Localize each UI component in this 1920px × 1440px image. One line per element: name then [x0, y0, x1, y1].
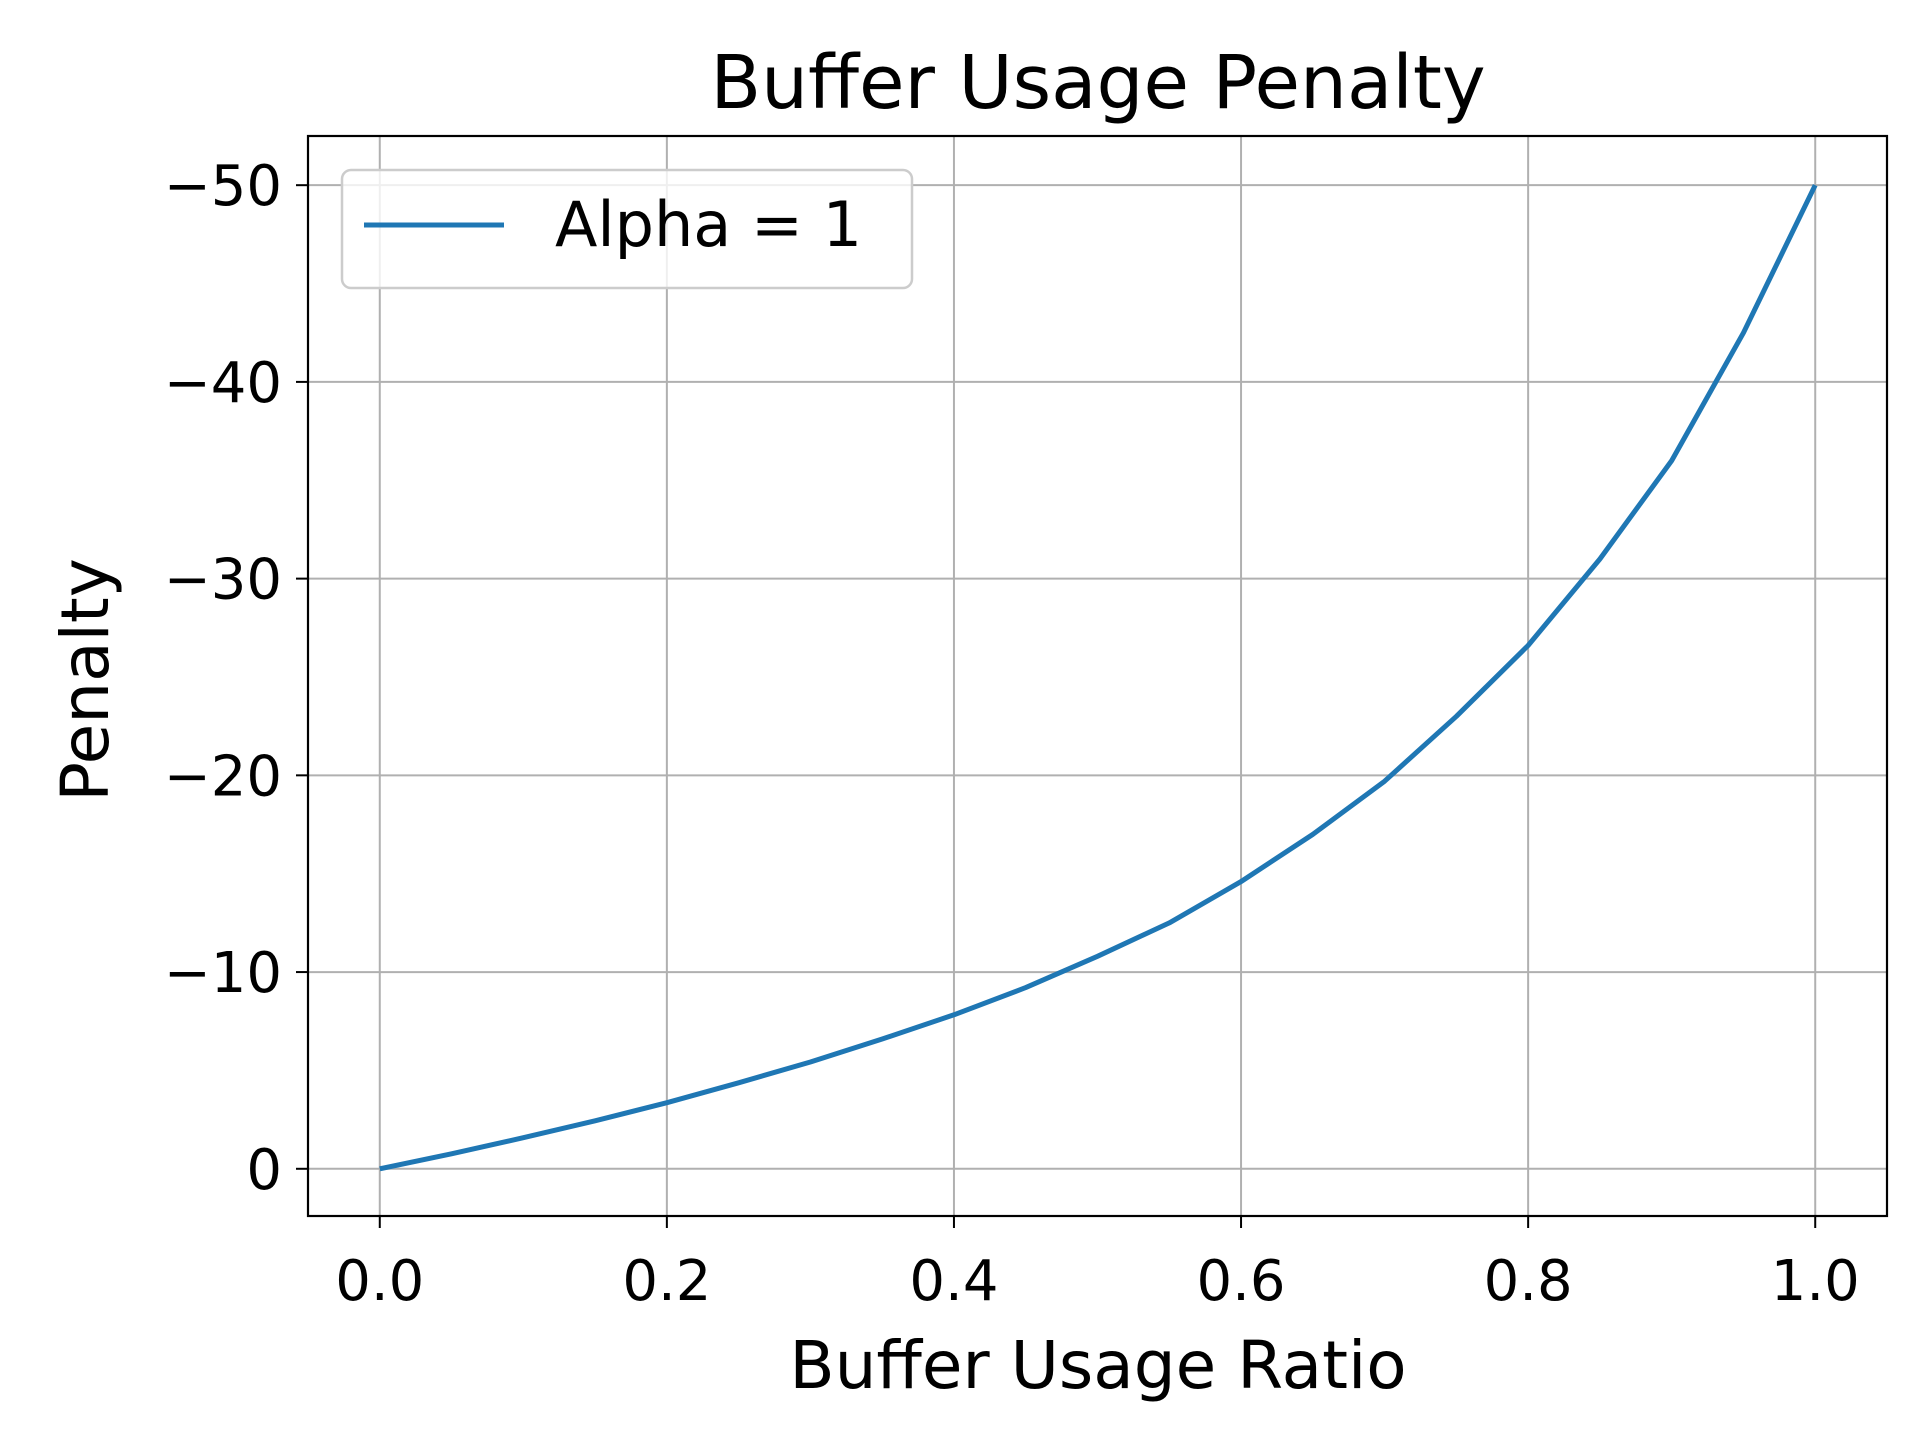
ticks: 0.0 0.2 0.4 0.6 0.8 1.0 0 −10 −20 −30 −40 −50 — [164, 154, 1860, 1314]
series-layer — [379, 184, 1818, 1172]
x-axis-label: Buffer Usage Ratio — [789, 1327, 1406, 1404]
x-tick-label: 0.8 — [1484, 1249, 1573, 1314]
x-tick-label: 0.2 — [622, 1249, 711, 1314]
chart-title: Buffer Usage Penalty — [710, 40, 1485, 126]
x-tick-label: 1.0 — [1771, 1249, 1860, 1314]
series-line-alpha-1 — [379, 184, 1818, 1172]
x-tick-label: 0.6 — [1197, 1249, 1286, 1314]
legend: Alpha = 1 — [340, 168, 914, 290]
legend-box — [340, 168, 914, 290]
y-axis-label: Penalty — [47, 558, 124, 802]
legend-entry-alpha-1: Alpha = 1 — [555, 188, 862, 261]
y-tick-label: −10 — [164, 941, 282, 1006]
y-tick-label: −50 — [164, 154, 282, 219]
plot-frame — [306, 134, 1889, 1218]
x-tick-label: 0.4 — [909, 1249, 998, 1314]
y-tick-label: 0 — [246, 1138, 282, 1203]
y-tick-label: −30 — [164, 548, 282, 613]
y-tick-label: −40 — [164, 351, 282, 416]
x-tick-label: 0.0 — [335, 1249, 424, 1314]
y-tick-label: −20 — [164, 744, 282, 809]
